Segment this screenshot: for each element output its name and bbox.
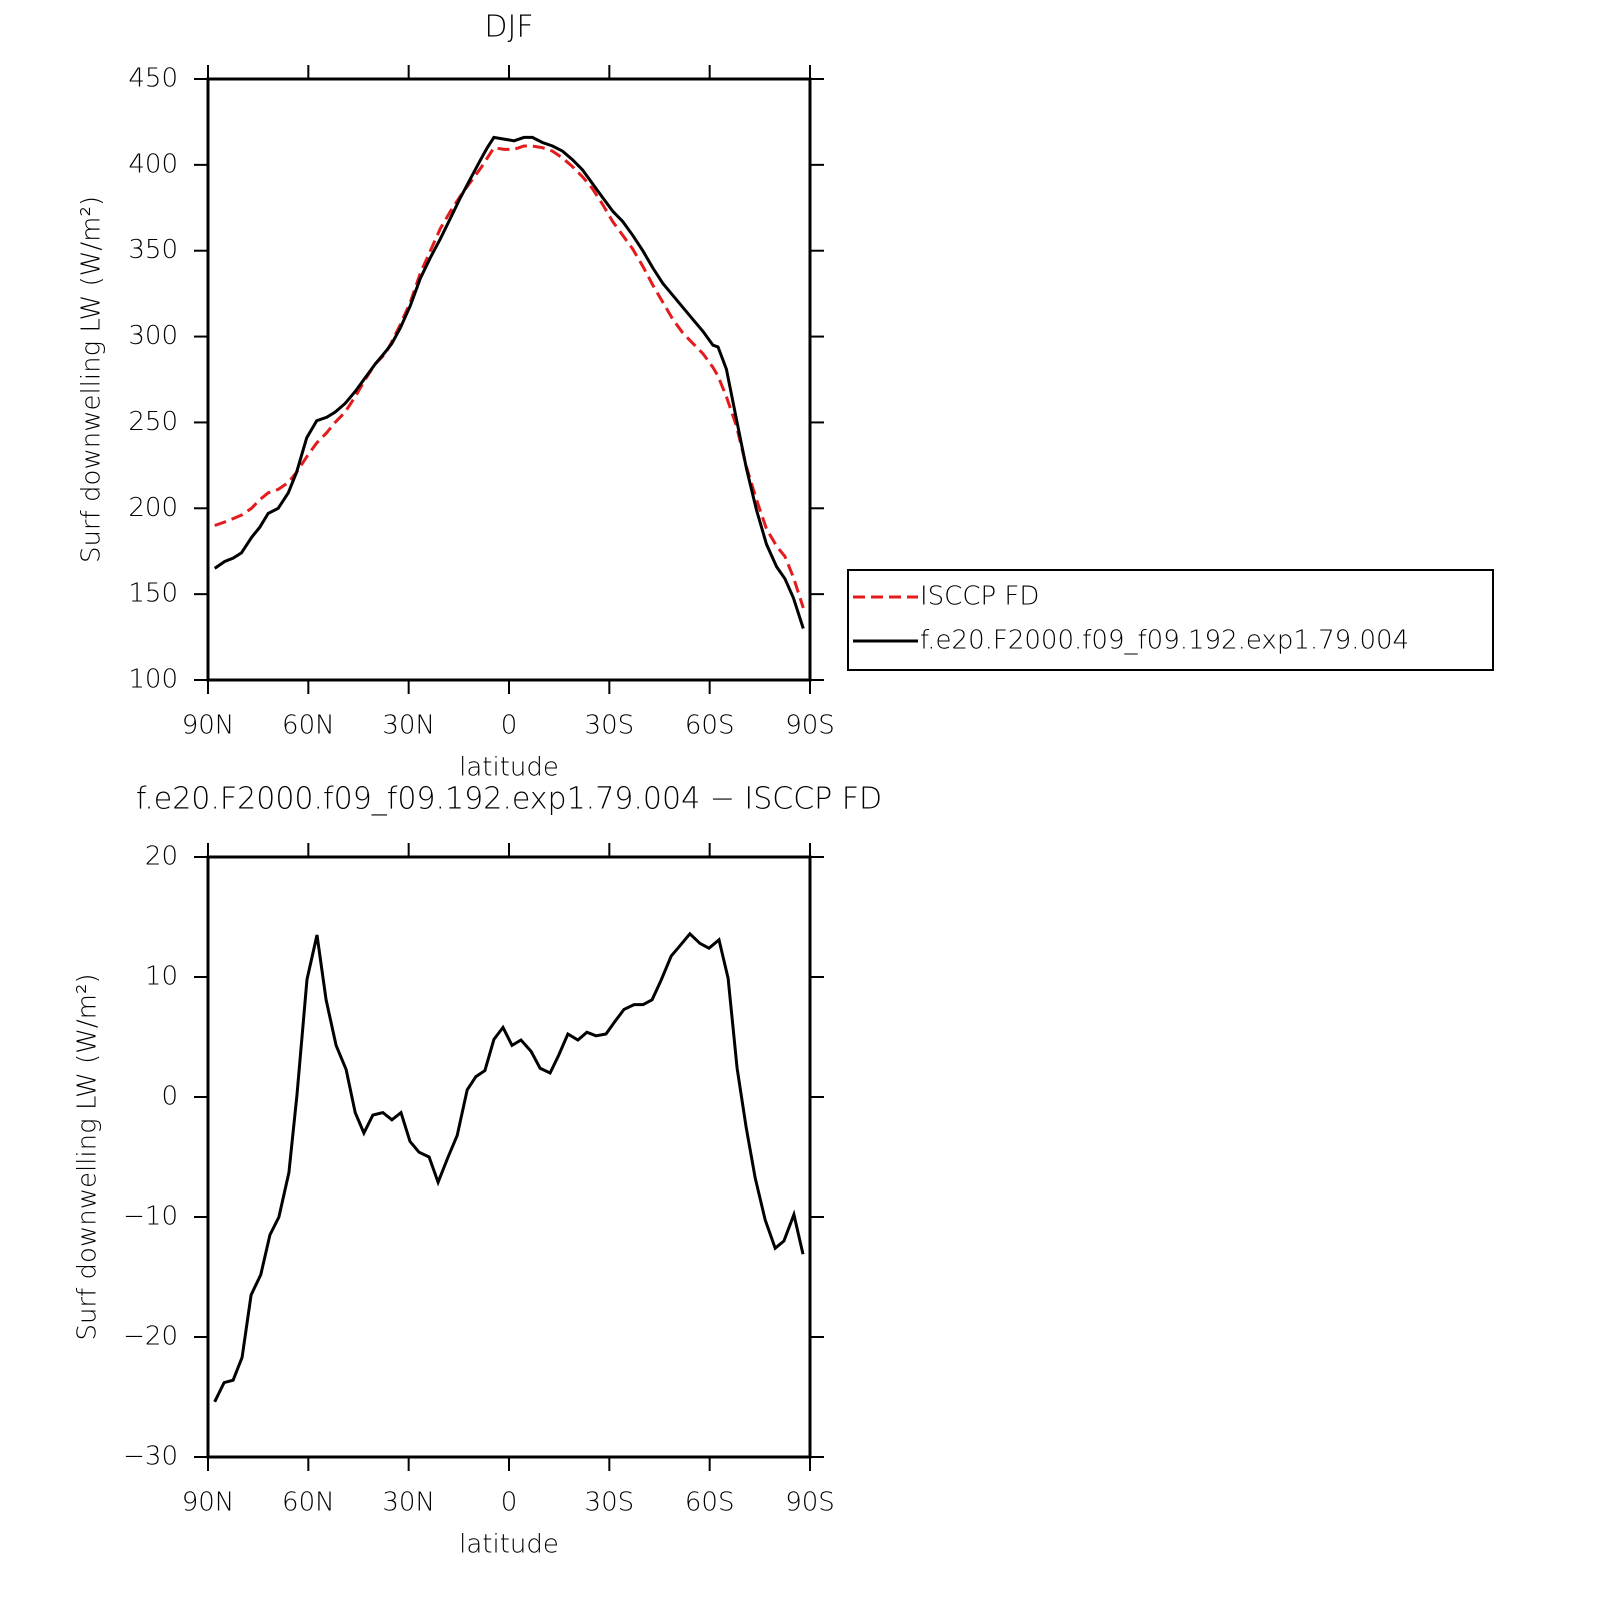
data-line bbox=[213, 931, 805, 1403]
panel: f.e20.F2000.f09_f09.192.exp1.79.004 − IS… bbox=[73, 782, 883, 1560]
y-tick-label: 150 bbox=[128, 579, 178, 609]
x-tick-label: 30N bbox=[382, 1488, 435, 1518]
y-tick-label: −20 bbox=[123, 1322, 178, 1352]
x-tick-label: 90S bbox=[785, 711, 835, 741]
y-tick-label: 250 bbox=[128, 407, 178, 437]
y-tick-label: 450 bbox=[128, 64, 178, 94]
plot-frame bbox=[206, 77, 812, 682]
x-tick-label: 60S bbox=[685, 711, 735, 741]
x-tick-label: 30N bbox=[382, 711, 435, 741]
y-tick-label: 10 bbox=[145, 962, 178, 992]
x-tick-label: 90N bbox=[182, 711, 235, 741]
legend-label: ISCCP FD bbox=[920, 582, 1039, 612]
data-line bbox=[214, 144, 805, 609]
chart-title: DJF bbox=[484, 10, 533, 45]
data-line bbox=[213, 135, 805, 629]
legend: ISCCP FD f.e20.F2000.f09_f09.192.exp1.79.… bbox=[847, 569, 1494, 671]
x-tick-label: 90S bbox=[785, 1488, 835, 1518]
y-tick-label: 100 bbox=[128, 665, 178, 695]
y-tick-label: 200 bbox=[128, 493, 178, 523]
y-tick-label: 0 bbox=[161, 1082, 178, 1112]
plot-frame bbox=[206, 855, 812, 1459]
chart-title: f.e20.F2000.f09_f09.192.exp1.79.004 − IS… bbox=[136, 782, 882, 817]
y-tick-label: −30 bbox=[123, 1442, 178, 1472]
y-tick-label: 400 bbox=[128, 149, 178, 179]
y-tick-label: −10 bbox=[123, 1202, 178, 1232]
y-axis-label: Surf downwelling LW (W/m²) bbox=[73, 973, 103, 1340]
x-tick-label: 60N bbox=[282, 711, 335, 741]
x-tick-label: 0 bbox=[501, 711, 518, 741]
x-tick-label: 30S bbox=[585, 1488, 635, 1518]
panel: DJF latitude Surf downwelling LW (W/m²) 100… bbox=[77, 10, 1494, 783]
x-tick-label: 60N bbox=[282, 1488, 335, 1518]
y-tick-label: 350 bbox=[128, 235, 178, 265]
x-tick-label: 60S bbox=[685, 1488, 735, 1518]
legend-label: f.e20.F2000.f09_f09.192.exp1.79.004 bbox=[920, 626, 1409, 656]
y-tick-label: 20 bbox=[145, 842, 178, 872]
x-tick-label: 90N bbox=[182, 1488, 235, 1518]
legend-box bbox=[847, 569, 1494, 671]
y-axis-label: Surf downwelling LW (W/m²) bbox=[77, 196, 107, 563]
x-axis-label: latitude bbox=[459, 753, 559, 783]
x-tick-label: 30S bbox=[585, 711, 635, 741]
x-tick-label: 0 bbox=[501, 1488, 518, 1518]
x-axis-label: latitude bbox=[459, 1530, 559, 1560]
y-tick-label: 300 bbox=[128, 321, 178, 351]
